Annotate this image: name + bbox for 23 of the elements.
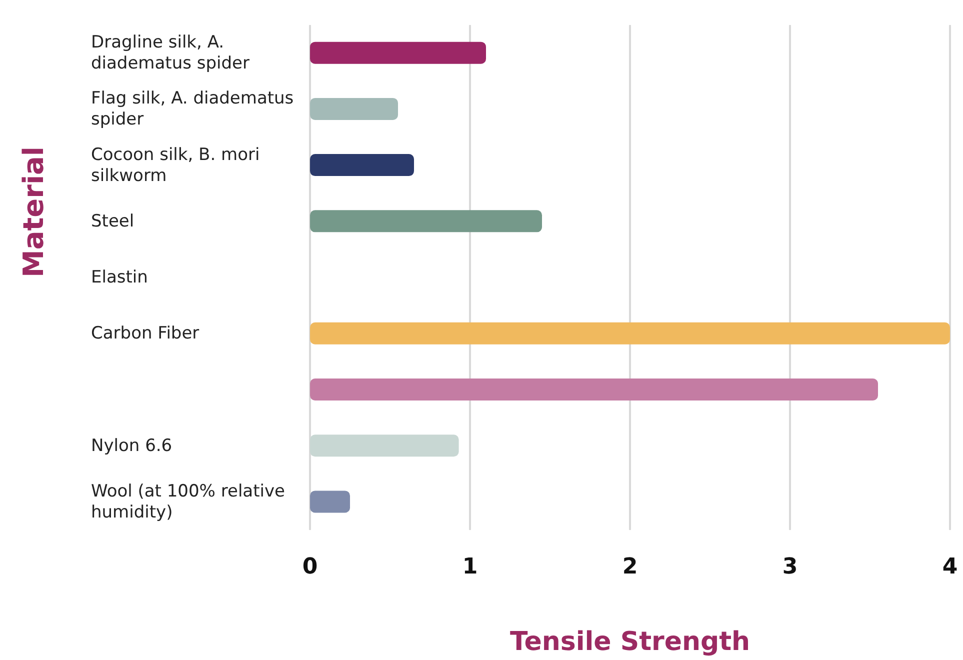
y-tick-label: Cocoon silk, B. mori silkworm (91, 144, 260, 186)
y-tick-label: Dragline silk, A. diadematus spider (91, 32, 250, 74)
y-tick-label: Wool (at 100% relative humidity) (91, 481, 285, 522)
bar (310, 378, 878, 400)
x-tick-label: 4 (942, 554, 958, 580)
y-tick-label: Steel (91, 211, 134, 232)
bar (310, 210, 542, 232)
y-tick-label: Nylon 6.6 (91, 435, 172, 456)
x-tick-label: 1 (462, 554, 478, 580)
x-tick-label: 2 (622, 554, 638, 580)
x-tick-label: 3 (782, 554, 798, 580)
y-tick-label: Elastin (91, 267, 148, 288)
y-tick-label: Carbon Fiber (91, 323, 200, 344)
x-tick-label: 0 (302, 554, 318, 580)
bar (310, 322, 950, 344)
bar (310, 490, 350, 513)
bar (310, 154, 414, 176)
bar (310, 42, 486, 64)
bar (310, 98, 398, 120)
bar (310, 434, 459, 457)
y-tick-label: Flag silk, A. diadematus spider (91, 88, 294, 130)
x-axis-title: Tensile Strength (510, 627, 750, 657)
y-axis-title: Material (16, 146, 50, 278)
